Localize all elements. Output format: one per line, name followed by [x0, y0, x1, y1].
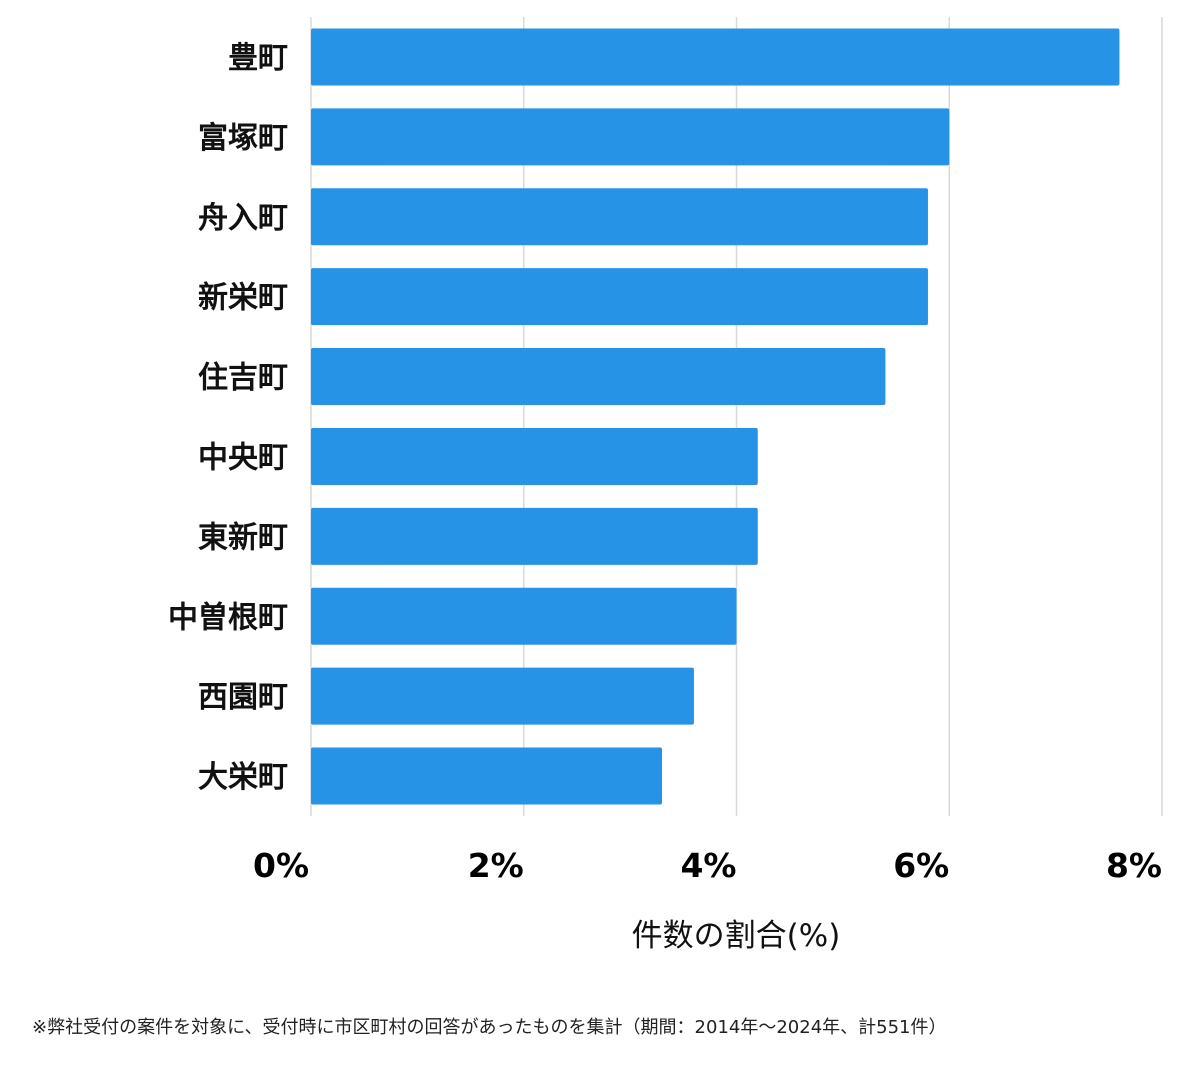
x-tick-label: 8% — [1106, 846, 1162, 885]
x-tick-label: 0% — [253, 846, 309, 885]
category-label: 豊町 — [228, 41, 288, 76]
category-label: 住吉町 — [198, 361, 288, 396]
bar — [311, 268, 928, 326]
bars — [311, 28, 1120, 805]
bar — [311, 507, 758, 565]
category-label: 西園町 — [198, 680, 288, 715]
category-label: 舟入町 — [198, 201, 288, 236]
category-label: 中曽根町 — [168, 600, 288, 635]
category-label: 東新町 — [198, 520, 288, 555]
bar — [311, 28, 1120, 86]
category-label: 大栄町 — [198, 760, 288, 795]
category-label: 新栄町 — [198, 281, 288, 316]
bar — [311, 747, 663, 805]
bar — [311, 587, 737, 645]
category-label: 富塚町 — [198, 121, 288, 156]
bar — [311, 108, 950, 166]
footnote: ※弊社受付の案件を対象に、受付時に市区町村の回答があったものを集計（期間：201… — [32, 1017, 947, 1038]
bar — [311, 188, 928, 246]
bar — [311, 348, 886, 406]
x-tick-label: 4% — [680, 846, 736, 885]
category-label: 中央町 — [198, 440, 288, 475]
x-axis-title: 件数の割合(%) — [632, 918, 841, 954]
x-tick-label: 2% — [468, 846, 524, 885]
bar — [311, 667, 694, 725]
x-tick-labels: 0% 2% 4% 6% 8% — [253, 846, 1162, 885]
bar — [311, 427, 758, 485]
x-tick-label: 6% — [893, 846, 949, 885]
